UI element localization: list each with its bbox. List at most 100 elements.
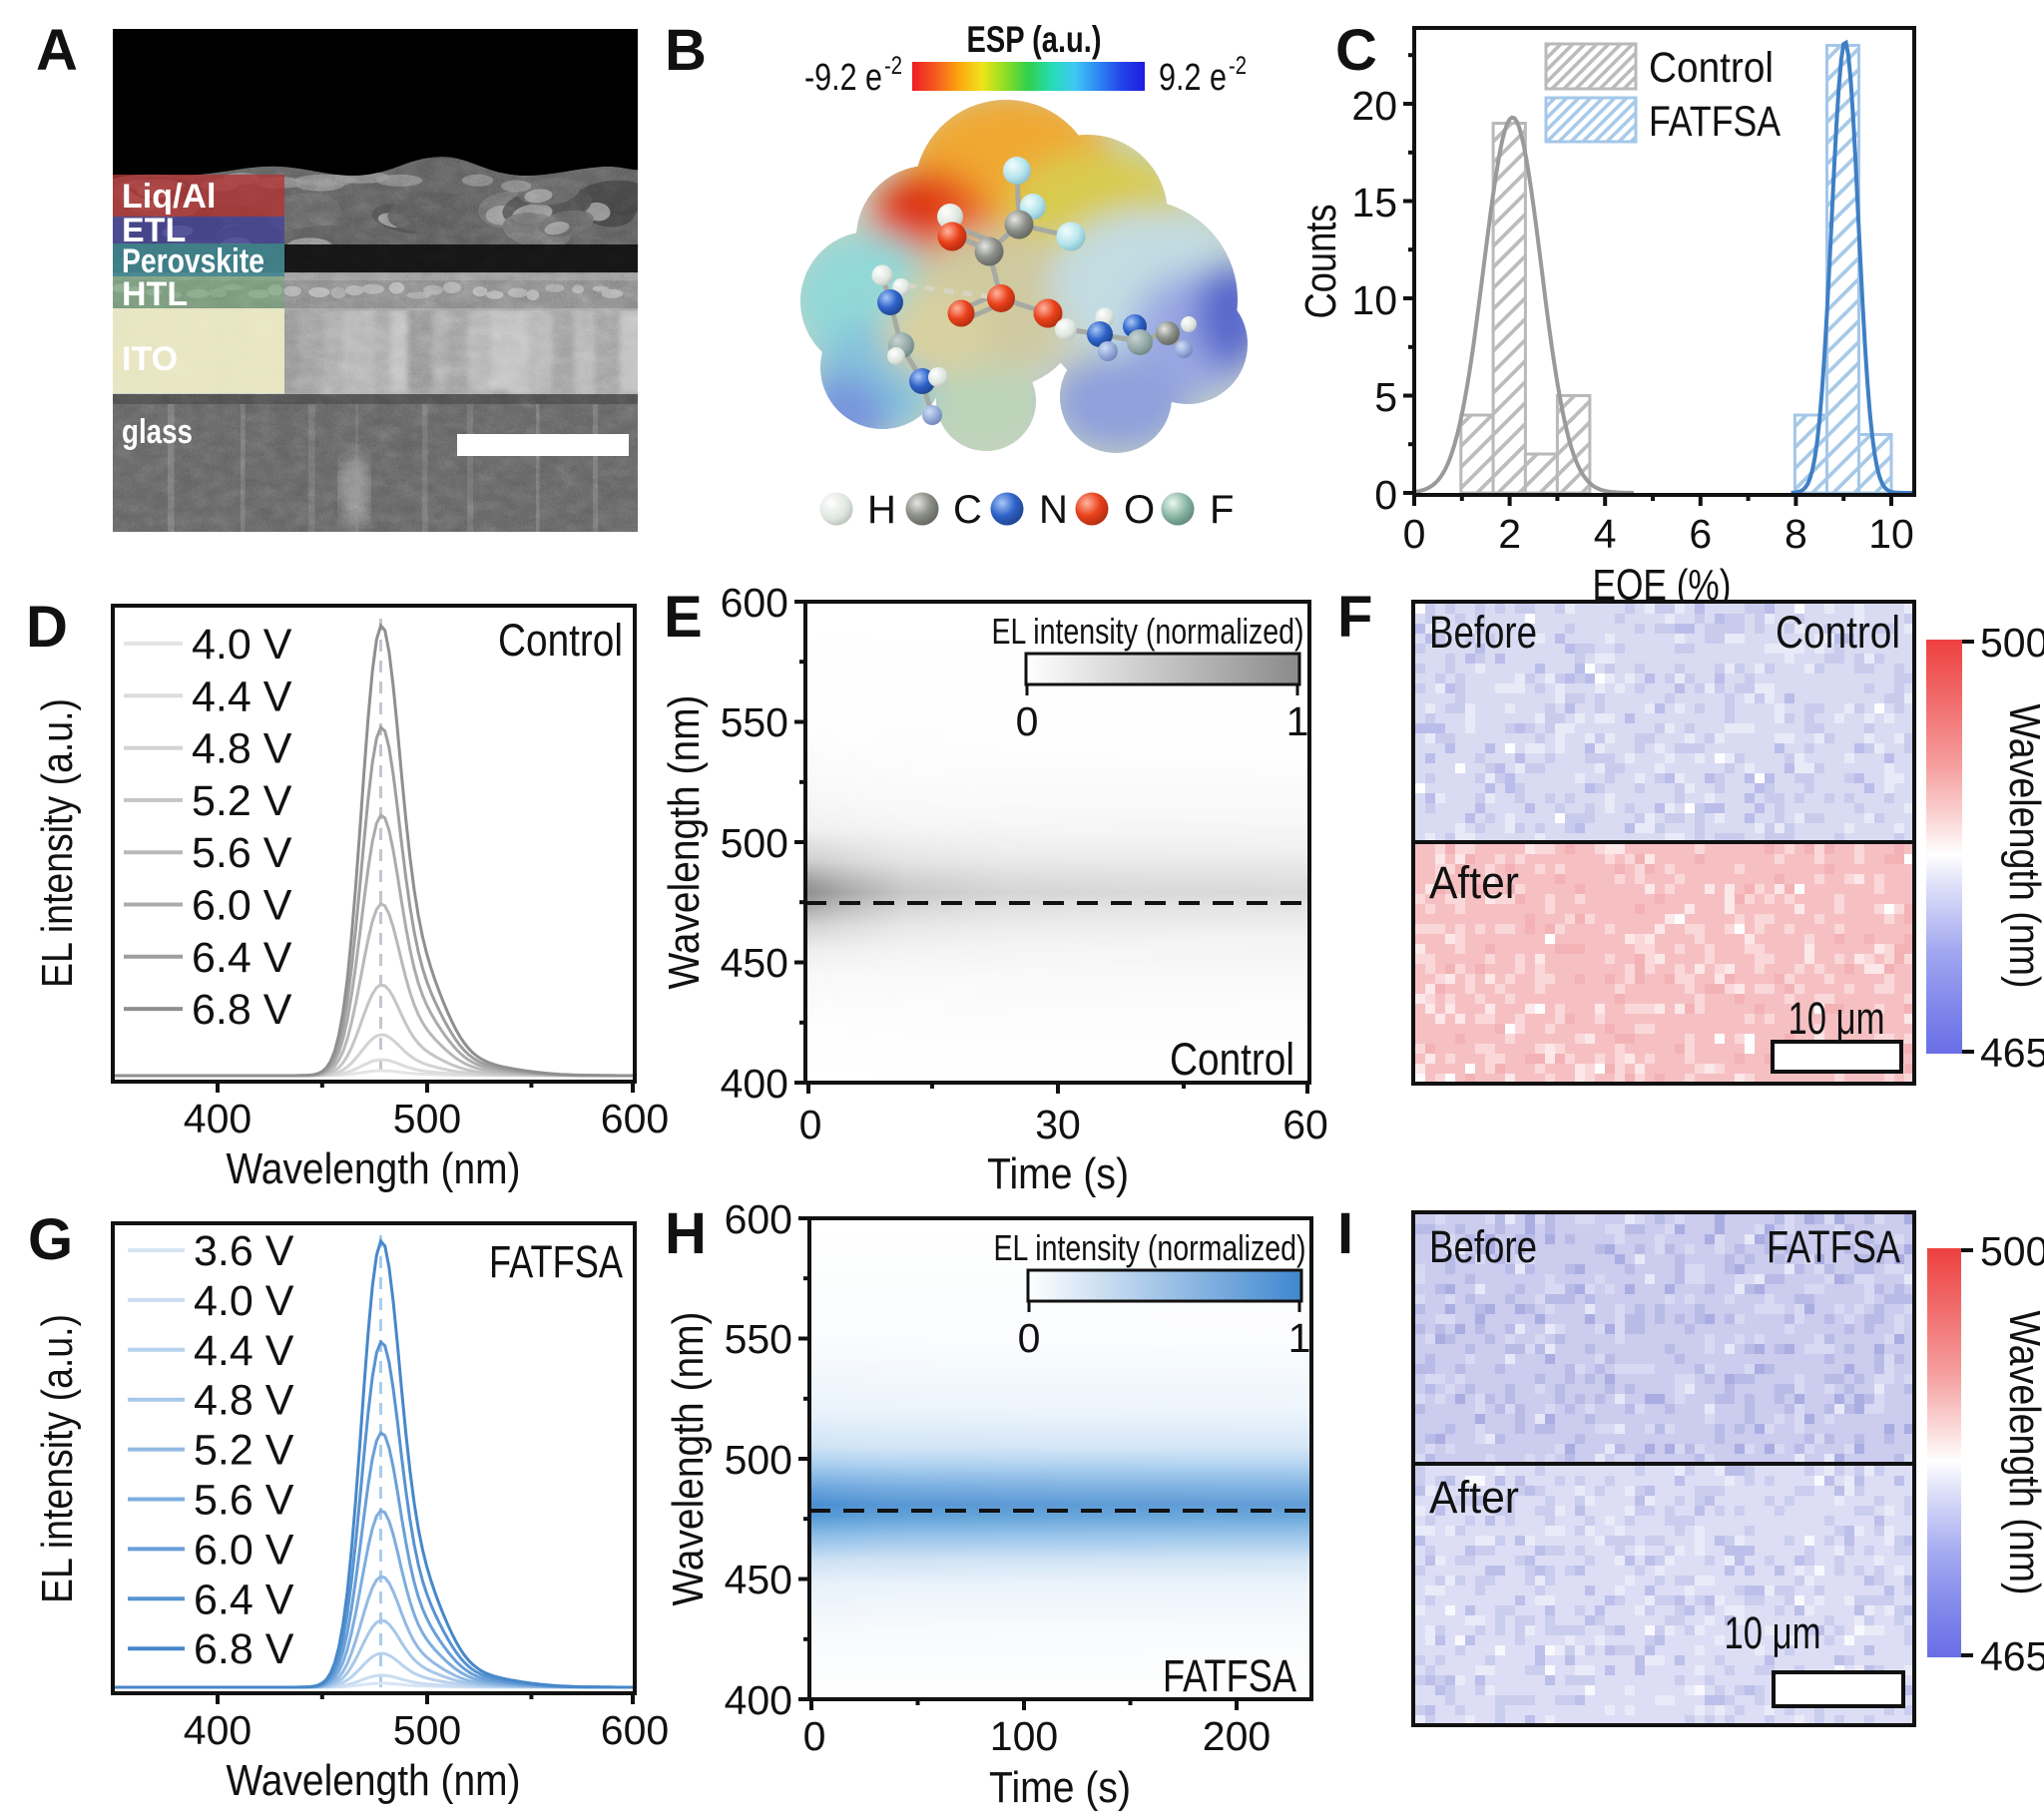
svg-text:ITO: ITO <box>122 340 178 378</box>
svg-text:10 μm: 10 μm <box>1725 1607 1821 1658</box>
svg-text:0: 0 <box>799 1102 822 1147</box>
svg-text:400: 400 <box>184 1096 252 1141</box>
svg-text:10 μm: 10 μm <box>1788 993 1885 1044</box>
svg-text:4: 4 <box>1594 511 1617 557</box>
svg-text:4.8 V: 4.8 V <box>194 1377 294 1425</box>
svg-text:500: 500 <box>1980 620 2044 666</box>
svg-text:500: 500 <box>725 1437 792 1483</box>
svg-text:Wavelength (nm): Wavelength (nm) <box>227 1756 521 1805</box>
svg-text:O: O <box>1124 488 1155 532</box>
svg-text:Control: Control <box>1649 44 1774 92</box>
svg-text:550: 550 <box>725 1316 792 1362</box>
svg-text:465: 465 <box>1980 1633 2044 1679</box>
svg-text:60: 60 <box>1282 1102 1328 1147</box>
svg-text:4.8 V: 4.8 V <box>192 725 292 773</box>
svg-text:H: H <box>867 488 896 532</box>
svg-text:Wavelength (nm): Wavelength (nm) <box>227 1144 521 1193</box>
svg-text:465: 465 <box>1980 1030 2044 1076</box>
svg-text:500: 500 <box>393 1096 461 1141</box>
svg-text:H: H <box>665 1201 707 1266</box>
svg-text:Liq/Al: Liq/Al <box>122 178 216 216</box>
svg-text:FATFSA: FATFSA <box>1767 1221 1900 1272</box>
svg-text:600: 600 <box>725 1196 792 1242</box>
svg-text:After: After <box>1429 1472 1519 1523</box>
svg-text:200: 200 <box>1203 1713 1271 1759</box>
svg-text:Wavelength (nm): Wavelength (nm) <box>2000 1311 2044 1595</box>
svg-text:450: 450 <box>721 940 788 986</box>
svg-text:EL intensity (normalized): EL intensity (normalized) <box>992 611 1304 652</box>
svg-text:-9.2 e: -9.2 e <box>804 57 882 99</box>
svg-text:6.0 V: 6.0 V <box>194 1526 294 1574</box>
svg-text:1: 1 <box>1286 698 1309 744</box>
svg-text:I: I <box>1337 1201 1353 1266</box>
svg-text:Counts: Counts <box>1296 205 1345 319</box>
svg-text:5.6 V: 5.6 V <box>194 1477 294 1525</box>
svg-text:Time (s): Time (s) <box>989 1763 1131 1812</box>
svg-text:0: 0 <box>1403 511 1426 557</box>
svg-text:9.2 e: 9.2 e <box>1159 57 1227 99</box>
svg-text:4.0 V: 4.0 V <box>192 621 292 669</box>
svg-text:0: 0 <box>1018 1315 1041 1361</box>
svg-text:6.0 V: 6.0 V <box>192 882 292 930</box>
svg-text:100: 100 <box>990 1713 1058 1759</box>
svg-text:ETL: ETL <box>122 212 186 249</box>
svg-text:6.4 V: 6.4 V <box>194 1576 294 1623</box>
svg-text:500: 500 <box>393 1707 461 1753</box>
svg-text:Time (s): Time (s) <box>987 1149 1129 1198</box>
svg-text:4.4 V: 4.4 V <box>192 673 292 720</box>
svg-text:-2: -2 <box>884 52 902 80</box>
svg-text:ESP (a.u.): ESP (a.u.) <box>967 19 1102 60</box>
svg-text:400: 400 <box>725 1677 792 1723</box>
svg-text:1: 1 <box>1288 1315 1311 1361</box>
svg-text:C: C <box>1335 18 1377 83</box>
svg-text:30: 30 <box>1035 1102 1081 1147</box>
svg-text:Wavelength (nm): Wavelength (nm) <box>660 695 709 990</box>
svg-text:glass: glass <box>122 413 193 451</box>
svg-text:6.8 V: 6.8 V <box>194 1625 294 1673</box>
svg-text:6.4 V: 6.4 V <box>192 934 292 982</box>
svg-text:N: N <box>1039 488 1068 532</box>
svg-text:EL intensity (a.u.): EL intensity (a.u.) <box>33 698 82 988</box>
svg-text:FATFSA: FATFSA <box>1649 98 1781 146</box>
svg-text:4.0 V: 4.0 V <box>194 1277 294 1325</box>
svg-text:550: 550 <box>721 699 788 745</box>
svg-text:600: 600 <box>721 580 788 626</box>
svg-text:FATFSA: FATFSA <box>1163 1650 1296 1701</box>
svg-text:4.4 V: 4.4 V <box>194 1327 294 1375</box>
svg-text:5.2 V: 5.2 V <box>192 777 292 825</box>
svg-text:5.2 V: 5.2 V <box>194 1427 294 1475</box>
svg-text:C: C <box>953 488 982 532</box>
svg-text:Control: Control <box>1776 607 1900 658</box>
svg-text:After: After <box>1429 857 1519 908</box>
svg-text:B: B <box>665 18 707 83</box>
svg-text:F: F <box>1337 585 1372 650</box>
svg-text:F: F <box>1210 488 1234 532</box>
svg-text:Wavelength (nm): Wavelength (nm) <box>2000 704 2044 989</box>
svg-text:2: 2 <box>1498 511 1521 557</box>
svg-text:600: 600 <box>601 1707 669 1753</box>
svg-text:Before: Before <box>1429 607 1537 658</box>
svg-text:Wavelength (nm): Wavelength (nm) <box>664 1312 713 1606</box>
svg-text:0: 0 <box>1374 472 1397 518</box>
svg-text:D: D <box>26 595 68 660</box>
svg-text:EL intensity (normalized): EL intensity (normalized) <box>994 1227 1306 1268</box>
svg-text:-2: -2 <box>1229 52 1247 80</box>
svg-text:15: 15 <box>1351 180 1397 226</box>
svg-text:G: G <box>28 1207 73 1272</box>
svg-text:0: 0 <box>803 1713 826 1759</box>
svg-text:FATFSA: FATFSA <box>489 1236 623 1287</box>
svg-text:5.6 V: 5.6 V <box>192 829 292 877</box>
svg-text:Control: Control <box>498 615 623 666</box>
svg-text:Perovskite: Perovskite <box>122 242 264 280</box>
svg-text:10: 10 <box>1868 511 1914 557</box>
svg-text:450: 450 <box>725 1557 792 1602</box>
svg-text:Control: Control <box>1170 1034 1294 1085</box>
svg-text:10: 10 <box>1351 277 1397 323</box>
svg-text:6.8 V: 6.8 V <box>192 986 292 1034</box>
svg-text:400: 400 <box>721 1061 788 1107</box>
svg-text:500: 500 <box>1980 1228 2044 1274</box>
svg-text:5: 5 <box>1374 374 1397 420</box>
svg-text:500: 500 <box>721 820 788 866</box>
svg-text:600: 600 <box>601 1096 669 1141</box>
svg-text:8: 8 <box>1785 511 1807 557</box>
